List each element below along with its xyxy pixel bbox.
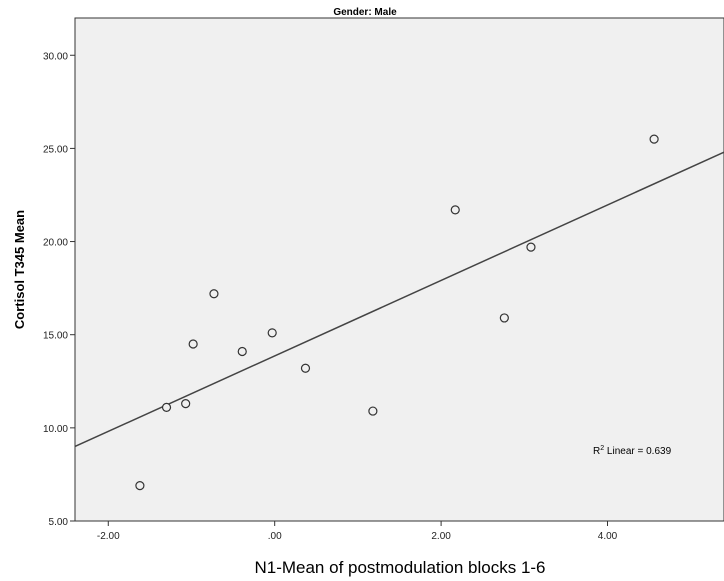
data-point: [450, 205, 460, 215]
data-point: [237, 346, 247, 357]
data-point: [267, 328, 277, 338]
y-tick-label: 15.00: [43, 331, 68, 342]
x-tick-label: -2.00: [97, 531, 120, 542]
x-axis-label: N1-Mean of postmodulation blocks 1-6: [254, 558, 545, 577]
r2-text: Linear = 0.639: [604, 446, 671, 457]
data-points: [135, 134, 659, 491]
linear-fit-line: [74, 151, 724, 448]
y-tick-label: 10.00: [43, 424, 68, 435]
y-axis: 5.00 10.00 15.00 20.00 25.00 30.00: [43, 51, 75, 528]
x-tick-label: .00: [268, 531, 282, 542]
r2-superscript: 2: [600, 445, 604, 452]
chart-title: Gender: Male: [333, 7, 397, 18]
data-point: [188, 339, 198, 349]
plot-area: [74, 17, 724, 522]
data-point: [526, 242, 536, 252]
data-point: [135, 481, 145, 491]
data-point: [181, 399, 191, 409]
data-point: [209, 289, 219, 299]
y-axis-label: Cortisol T345 Mean: [12, 210, 27, 329]
x-tick-label: 4.00: [598, 531, 618, 542]
y-tick-label: 30.00: [43, 51, 68, 62]
data-point: [300, 363, 311, 373]
r2-annotation: R2 Linear = 0.639: [593, 445, 672, 457]
y-tick-label: 20.00: [43, 238, 68, 249]
y-tick-label: 25.00: [43, 144, 68, 155]
r2-prefix: R: [593, 446, 600, 457]
data-point: [161, 402, 172, 412]
data-point: [499, 313, 509, 323]
data-point: [368, 406, 378, 416]
data-point: [649, 134, 659, 144]
x-tick-label: 2.00: [431, 531, 451, 542]
y-tick-label: 5.00: [49, 517, 69, 528]
x-axis: -2.00 .00 2.00 4.00: [97, 521, 618, 542]
